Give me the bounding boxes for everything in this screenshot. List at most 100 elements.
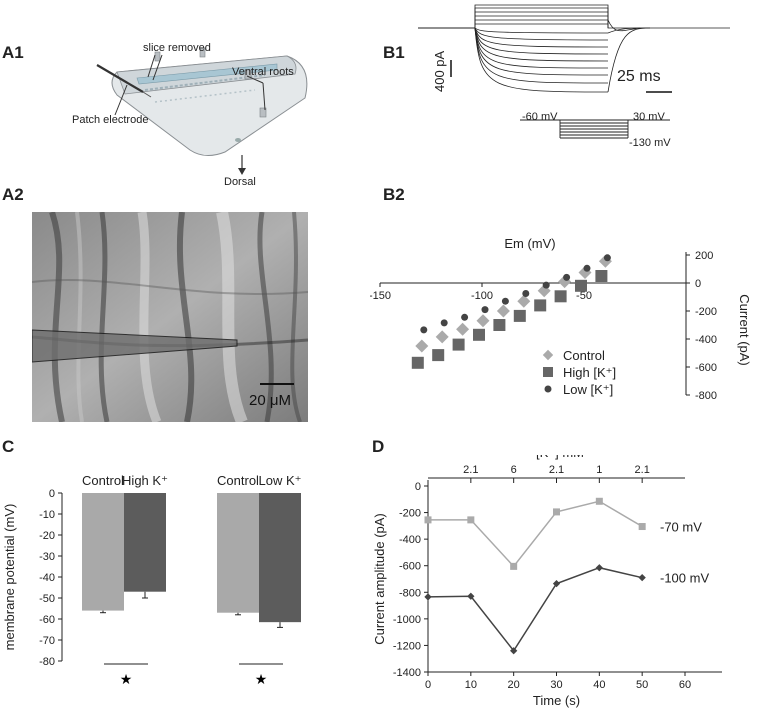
iv-point-square xyxy=(595,270,608,282)
iv-axes: -150 -100 -50 200 0 -200 -400 -600 -800 Em (mV) Cu… xyxy=(370,236,752,402)
iv-point-square xyxy=(452,338,465,351)
legend-label: Control xyxy=(563,348,605,363)
y-tick-label: -60 xyxy=(39,614,55,626)
x-axis-title: Em (mV) xyxy=(504,236,555,251)
iv-point-circle xyxy=(583,264,591,272)
x-tick-label: 60 xyxy=(679,679,691,691)
significance-star: ★ xyxy=(120,671,133,687)
bar-category-label: Control xyxy=(82,473,124,488)
iv-point-diamond xyxy=(456,322,470,336)
y-tick-label: 200 xyxy=(695,250,713,262)
protocol-hold-label: -60 mV xyxy=(522,111,558,123)
iv-point-square xyxy=(473,328,485,341)
x-tick-label: 10 xyxy=(465,679,477,691)
iv-point-square xyxy=(513,309,526,322)
series-point xyxy=(638,574,646,582)
series-point xyxy=(595,564,603,572)
panel-label-a2: A2 xyxy=(2,185,24,204)
series-point xyxy=(467,516,475,524)
iv-point-circle xyxy=(522,290,530,297)
spinal-cord-schematic xyxy=(96,47,308,175)
y-tick-label: -50 xyxy=(39,593,55,605)
legend-marker xyxy=(544,385,552,393)
iv-point-square xyxy=(493,319,506,331)
y-tick-label: -30 xyxy=(39,551,55,563)
x-tick-label: 0 xyxy=(425,679,431,691)
iv-point-circle xyxy=(501,297,509,305)
legend-marker xyxy=(543,367,553,377)
y-tick-label: 0 xyxy=(415,481,421,493)
y-tick-label: -600 xyxy=(695,362,717,374)
series-point xyxy=(424,516,432,524)
micrograph-scale-label: 20 μM xyxy=(249,392,291,409)
iv-point-circle xyxy=(440,319,448,327)
series-point xyxy=(510,562,518,570)
y-tick-label: -200 xyxy=(399,508,421,520)
y-tick-label: -20 xyxy=(39,530,55,542)
neuron-micrograph xyxy=(32,212,308,422)
time-scale-label: 25 ms xyxy=(617,68,661,85)
significance-star: ★ xyxy=(255,671,268,687)
y-tick-label: -70 xyxy=(39,635,55,647)
top-axis-tick-label: 2.1 xyxy=(463,464,478,476)
current-traces xyxy=(418,4,730,139)
iv-point-diamond xyxy=(415,339,429,353)
panel-label-a1: A1 xyxy=(2,43,24,62)
series-point xyxy=(595,497,603,505)
iv-point-square xyxy=(432,349,445,362)
series-line xyxy=(427,566,643,653)
legend-label: Low [K⁺] xyxy=(563,382,613,397)
iv-point-diamond xyxy=(476,314,490,328)
trace-family xyxy=(418,4,730,93)
iv-point-square xyxy=(534,299,547,312)
iv-point-circle xyxy=(481,306,489,314)
top-axis-tick-label: 1 xyxy=(596,464,602,476)
legend-marker xyxy=(542,349,554,361)
current-time-line-chart: 0 -200 -400 -600 -800 -1000 -1200 -1400 0 10 20 30 4… xyxy=(372,455,722,708)
bar-category-label: Low K⁺ xyxy=(259,473,302,488)
iv-point-diamond xyxy=(435,330,449,344)
y-tick-label: 0 xyxy=(49,488,55,500)
x-tick-label: -150 xyxy=(370,290,391,302)
bar xyxy=(82,493,124,611)
series-point xyxy=(424,593,432,601)
y-tick-label: -1400 xyxy=(393,667,421,679)
y-axis-title: Current (pA) xyxy=(737,294,752,366)
iv-point-diamond xyxy=(517,294,531,308)
y-tick-label: -800 xyxy=(695,390,717,402)
x-tick-label: 40 xyxy=(593,679,605,691)
iv-point-diamond xyxy=(598,254,612,268)
y-tick-label: -400 xyxy=(399,534,421,546)
iv-point-circle xyxy=(461,313,469,321)
membrane-potential-bar-chart: 0 -10 -20 -30 -40 -50 -60 -70 -80 membrane potent… xyxy=(2,473,302,687)
y-tick-label: -800 xyxy=(399,587,421,599)
series-label: -100 mV xyxy=(660,571,709,586)
y-tick-label: -10 xyxy=(39,509,55,521)
y-tick-label: 0 xyxy=(695,278,701,290)
y-tick-label: -200 xyxy=(695,306,717,318)
iv-points xyxy=(411,254,612,369)
top-axis-tick-label: 2.1 xyxy=(635,464,650,476)
panel-label-b1: B1 xyxy=(383,43,405,62)
y-tick-label: -1000 xyxy=(393,614,421,626)
y-tick-label: -600 xyxy=(399,561,421,573)
y-tick-label: -80 xyxy=(39,656,55,668)
y-tick-label: -400 xyxy=(695,334,717,346)
label-slice-removed: slice removed xyxy=(143,42,211,54)
series-point xyxy=(467,592,475,600)
y-tick-label: -1200 xyxy=(393,640,421,652)
iv-point-diamond xyxy=(496,304,510,318)
panel-label-d: D xyxy=(372,437,385,456)
x-tick-label: 30 xyxy=(550,679,562,691)
x-tick-label: -50 xyxy=(576,290,592,302)
bar xyxy=(124,493,166,592)
iv-point-circle xyxy=(603,254,611,262)
legend-label: High [K⁺] xyxy=(563,365,616,380)
panel-label-c: C xyxy=(2,437,15,456)
series-point xyxy=(552,580,561,588)
top-axis-tick-label: 2.1 xyxy=(549,464,564,476)
iv-point-circle xyxy=(420,326,428,334)
series-line xyxy=(428,500,643,568)
